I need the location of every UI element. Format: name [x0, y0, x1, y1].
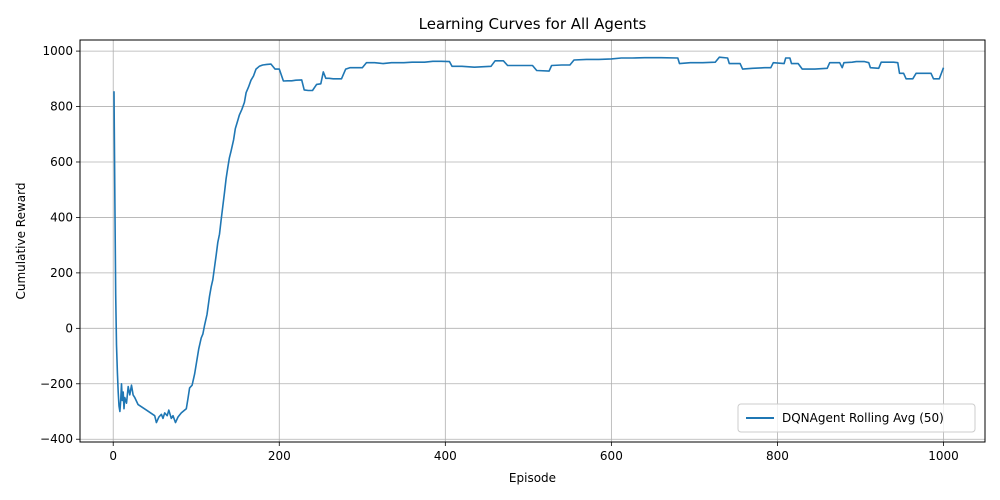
- x-tick-label: 0: [109, 449, 117, 463]
- y-tick-label: 400: [50, 210, 73, 224]
- legend: DQNAgent Rolling Avg (50): [737, 403, 976, 433]
- x-tick-label: 200: [268, 449, 291, 463]
- x-tick-label: 800: [766, 449, 789, 463]
- y-tick-label: 600: [50, 155, 73, 169]
- x-tick-label: 400: [434, 449, 457, 463]
- y-tick-label: 1000: [42, 44, 73, 58]
- series-line-dqnagent: [113, 56, 945, 424]
- y-tick-label: 200: [50, 266, 73, 280]
- x-axis-label: Episode: [509, 471, 556, 485]
- axis-ticks: 0 200 400 600 800 1000 −400 −200 0 200 400 600 800 10…: [40, 44, 959, 463]
- y-tick-label: −400: [40, 432, 73, 446]
- legend-entry-dqnagent: DQNAgent Rolling Avg (50): [782, 411, 944, 425]
- y-tick-label: 800: [50, 100, 73, 114]
- y-tick-label: 0: [65, 321, 73, 335]
- x-tick-label: 1000: [928, 449, 959, 463]
- x-tick-label: 600: [600, 449, 623, 463]
- plot-frame: [79, 39, 986, 443]
- gridlines: [80, 40, 985, 442]
- chart-title: Learning Curves for All Agents: [419, 15, 647, 33]
- y-axis-label: Cumulative Reward: [14, 183, 28, 300]
- y-tick-label: −200: [40, 377, 73, 391]
- legend-box: [737, 403, 976, 433]
- series-lines: [113, 56, 945, 424]
